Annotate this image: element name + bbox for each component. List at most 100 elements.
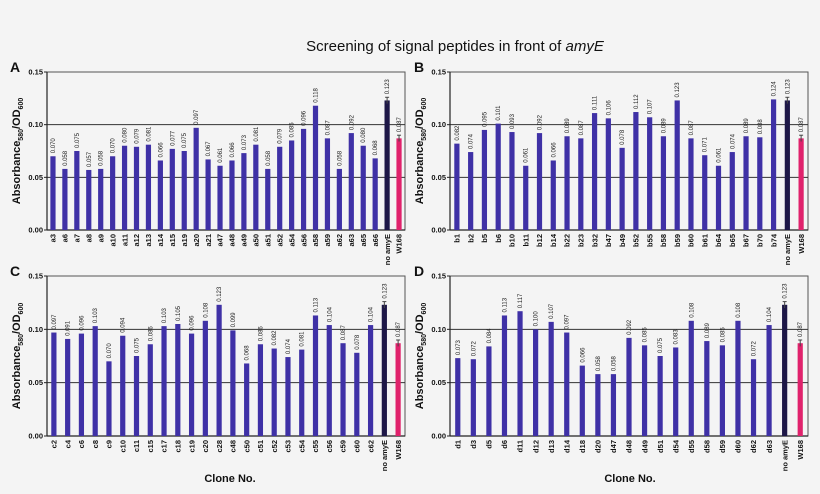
category-label: a52 (275, 234, 284, 247)
bar-a63 (348, 133, 354, 230)
bar-d51 (657, 356, 663, 436)
category-label: b70 (756, 234, 765, 247)
value-label: 0.075 (182, 132, 188, 148)
category-label: b47 (604, 234, 613, 247)
bar-d12 (533, 329, 539, 436)
bar-a8 (86, 169, 92, 230)
category-label: a14 (156, 233, 165, 246)
value-label: 0.078 (355, 334, 361, 350)
bar-c15 (147, 344, 153, 436)
bar-a6 (62, 168, 68, 230)
category-label: b59 (673, 234, 682, 247)
value-label: 0.097 (52, 314, 58, 330)
value-label: 0.066 (230, 142, 236, 158)
category-label: b52 (632, 234, 641, 247)
category-label: d54 (671, 439, 680, 453)
bar-a65 (360, 145, 366, 230)
bar-a48 (229, 160, 235, 230)
category-label: c52 (270, 440, 279, 453)
category-label: d18 (578, 440, 587, 453)
bar-b6 (495, 123, 501, 230)
value-label: 0.108 (736, 302, 742, 318)
value-label: 0.058 (266, 150, 272, 166)
category-label: b60 (687, 234, 696, 247)
category-label: a47 (216, 234, 225, 247)
bar-d20 (595, 374, 601, 436)
bar-d59 (719, 345, 725, 436)
category-label: b49 (618, 234, 627, 247)
value-label: 0.068 (373, 140, 379, 156)
category-label: c50 (242, 440, 251, 453)
bar-b58 (660, 136, 667, 230)
y-tick-label: 0.10 (28, 325, 43, 334)
value-label: 0.092 (627, 319, 633, 335)
y-tick-label: 0.05 (28, 378, 43, 387)
bar-b64 (715, 165, 722, 230)
category-label: c19 (187, 440, 196, 453)
bar-c56 (326, 325, 332, 436)
value-label: 0.080 (123, 127, 129, 143)
value-label: 0.079 (135, 128, 141, 144)
bar-a56 (300, 128, 307, 230)
panel-c: C 0.00 0.05 0.10 0.15 Absorbance580/OD600 0.09… (10, 263, 406, 471)
category-label: d12 (531, 440, 540, 453)
bar-no-amyE (381, 304, 387, 436)
y-tick-label: 0.15 (431, 272, 446, 281)
category-label: a59 (323, 234, 332, 247)
bar-no-amyE (784, 100, 790, 230)
y-tick-label: 0.00 (431, 226, 446, 235)
value-label: 0.112 (634, 94, 640, 109)
y-tick-label: 0.00 (28, 226, 43, 235)
category-label: a48 (228, 234, 237, 247)
value-label: 0.070 (111, 138, 117, 154)
category-label: d14 (562, 439, 571, 453)
bar-c55 (312, 315, 319, 436)
category-label: d55 (687, 440, 696, 453)
category-label: a19 (180, 234, 189, 247)
bar-b10 (509, 132, 515, 230)
bar-b55 (647, 117, 653, 230)
y-tick-label: 0.00 (28, 432, 43, 441)
category-label: c18 (174, 440, 183, 453)
value-label: 0.113 (314, 297, 320, 312)
value-label: 0.087 (798, 321, 804, 337)
category-label: b2 (466, 234, 475, 243)
bar-b74 (770, 99, 777, 231)
panel-label: D (414, 263, 424, 279)
value-label: 0.104 (767, 306, 773, 322)
category-label: a58 (311, 234, 320, 247)
value-label: 0.087 (341, 325, 347, 341)
category-label: d20 (594, 440, 603, 453)
category-label: d60 (734, 440, 743, 453)
category-label: d6 (500, 440, 509, 449)
value-label: 0.074 (286, 338, 292, 354)
value-label: 0.108 (689, 302, 695, 318)
value-label: 0.074 (730, 133, 736, 149)
bar-c6 (78, 333, 85, 436)
bar-c19 (188, 333, 195, 436)
bar-a66 (372, 158, 378, 230)
category-label: no amyE (380, 440, 389, 471)
bar-d55 (688, 320, 694, 436)
bar-a62 (336, 168, 342, 230)
bar-b70 (757, 137, 763, 230)
y-tick-label: 0.15 (431, 68, 446, 77)
bar-W168 (797, 343, 803, 436)
plot-area (46, 71, 406, 231)
category-label: no amyE (780, 440, 789, 471)
bar-d6 (501, 315, 508, 436)
category-label: d62 (749, 440, 758, 453)
bar-c51 (257, 344, 264, 436)
bar-c20 (202, 320, 208, 436)
category-label: no amyE (783, 234, 792, 265)
category-label: c56 (325, 440, 334, 453)
category-label: a3 (49, 234, 58, 242)
bar-b52 (633, 112, 639, 230)
value-label: 0.070 (51, 138, 57, 154)
value-label: 0.086 (148, 326, 154, 342)
value-label: 0.104 (369, 306, 375, 322)
value-label: 0.123 (217, 286, 223, 302)
category-label: b55 (645, 234, 654, 247)
value-label: 0.100 (534, 311, 540, 327)
bar-a58 (312, 105, 319, 230)
